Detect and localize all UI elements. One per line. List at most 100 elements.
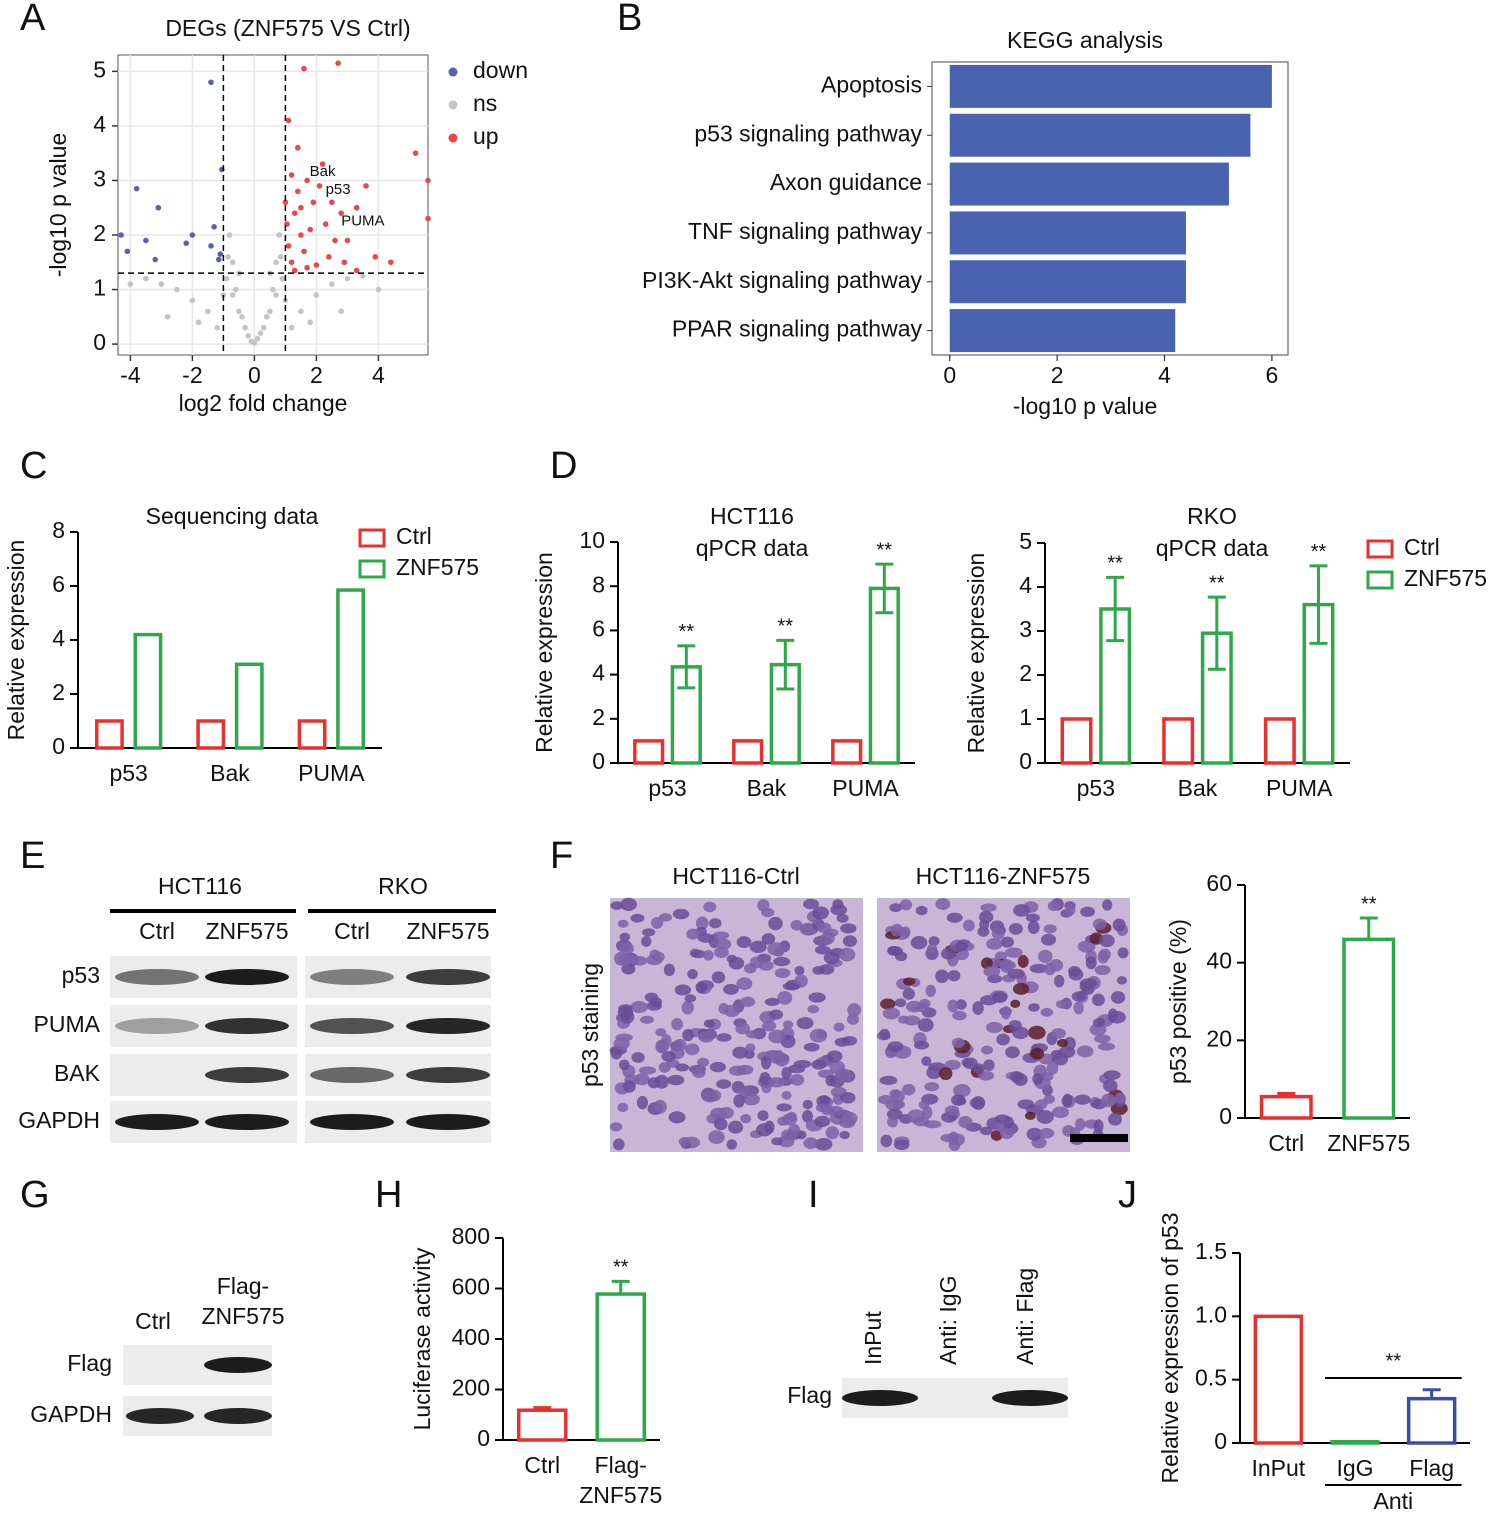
nucleus [1040,1007,1054,1017]
nucleus [925,984,936,998]
point [344,237,351,244]
nucleus [986,938,1003,950]
nucleus [716,1079,732,1089]
nucleus [639,1015,655,1024]
point [372,254,379,260]
nucleus [675,1063,690,1072]
panel-label: G [20,1174,50,1216]
nucleus [658,913,673,922]
nucleus [1024,1111,1036,1120]
ihc-image [876,898,1130,1152]
nucleus [992,991,1008,1004]
nucleus [812,965,825,975]
point [217,251,224,257]
nucleus [743,1093,760,1106]
nucleus [1107,1112,1122,1126]
nucleus [771,1137,783,1146]
nucleus [1051,1028,1066,1039]
y-axis-label: -log10 p value [45,133,71,278]
x-axis-label: -log10 p value [1013,393,1158,419]
nucleus [1028,1003,1040,1012]
point [307,226,314,233]
nucleus [761,1020,777,1032]
nucleus [1038,949,1053,964]
nucleus [764,997,780,1007]
bar [949,211,1186,255]
panel-label: C [20,445,47,487]
nucleus [1029,1047,1045,1060]
nucleus [1010,999,1021,1008]
bar [234,662,264,750]
point [326,254,332,260]
nucleus [723,983,739,995]
blot-band [310,1067,394,1083]
point [158,281,165,287]
point [288,324,295,331]
point [251,340,258,346]
nucleus [788,1123,801,1138]
nucleus [985,1021,1003,1034]
nucleus [947,999,959,1013]
error-bar [1359,916,1378,940]
bar [94,719,124,750]
point [313,262,320,268]
point [282,199,289,206]
legend-marker [448,67,458,77]
nucleus [732,1046,748,1059]
chart-title: Sequencing data [146,503,319,529]
nucleus [740,1113,752,1124]
nucleus [708,1130,725,1144]
chart-title: qPCR data [696,535,809,561]
y-tick-label: 6 [52,571,65,597]
point [425,177,431,184]
nucleus [749,940,767,954]
image-row-label: p53 staining [577,963,603,1087]
nucleus [759,1071,771,1086]
bar [732,739,764,765]
bar [1253,1314,1304,1445]
point [229,292,236,298]
point [226,232,233,238]
nucleus [736,977,753,990]
bar [1162,717,1195,765]
bar [949,162,1229,206]
point [295,144,301,151]
plot-frame [931,61,1289,356]
point [375,286,382,293]
nucleus [697,933,715,943]
y-tick-label: 0 [52,733,65,759]
lane-label: Anti: IgG [935,1276,961,1365]
x-tick-label: Bak [747,775,787,801]
nucleus [711,971,726,984]
point [260,324,267,331]
point [229,259,236,266]
nucleus [761,907,775,918]
nucleus [955,941,968,952]
panel-label: A [20,0,46,39]
nucleus [1005,1046,1020,1059]
nucleus [653,951,665,962]
nucleus [736,936,752,948]
chart-title: DEGs (ZNF575 VS Ctrl) [165,15,410,41]
nucleus [921,1056,932,1066]
y-axis-label: Relative expression [963,553,989,754]
nucleus [808,992,826,1003]
nucleus [979,1126,993,1136]
nucleus [745,1029,762,1039]
y-tick-label: 0 [592,748,605,774]
significance-label: ** [778,616,794,638]
nucleus [684,1043,700,1056]
nucleus [803,1137,819,1149]
point [236,308,242,315]
nucleus [1117,947,1129,959]
legend-label: ns [473,90,497,116]
nucleus [918,1100,930,1110]
point [307,319,314,326]
nucleus [617,919,629,928]
nucleus [1017,954,1029,968]
blot-band [406,1018,490,1034]
bar [831,739,863,765]
nucleus [773,948,784,957]
nucleus [1110,991,1126,1004]
nucleus [654,1074,669,1089]
